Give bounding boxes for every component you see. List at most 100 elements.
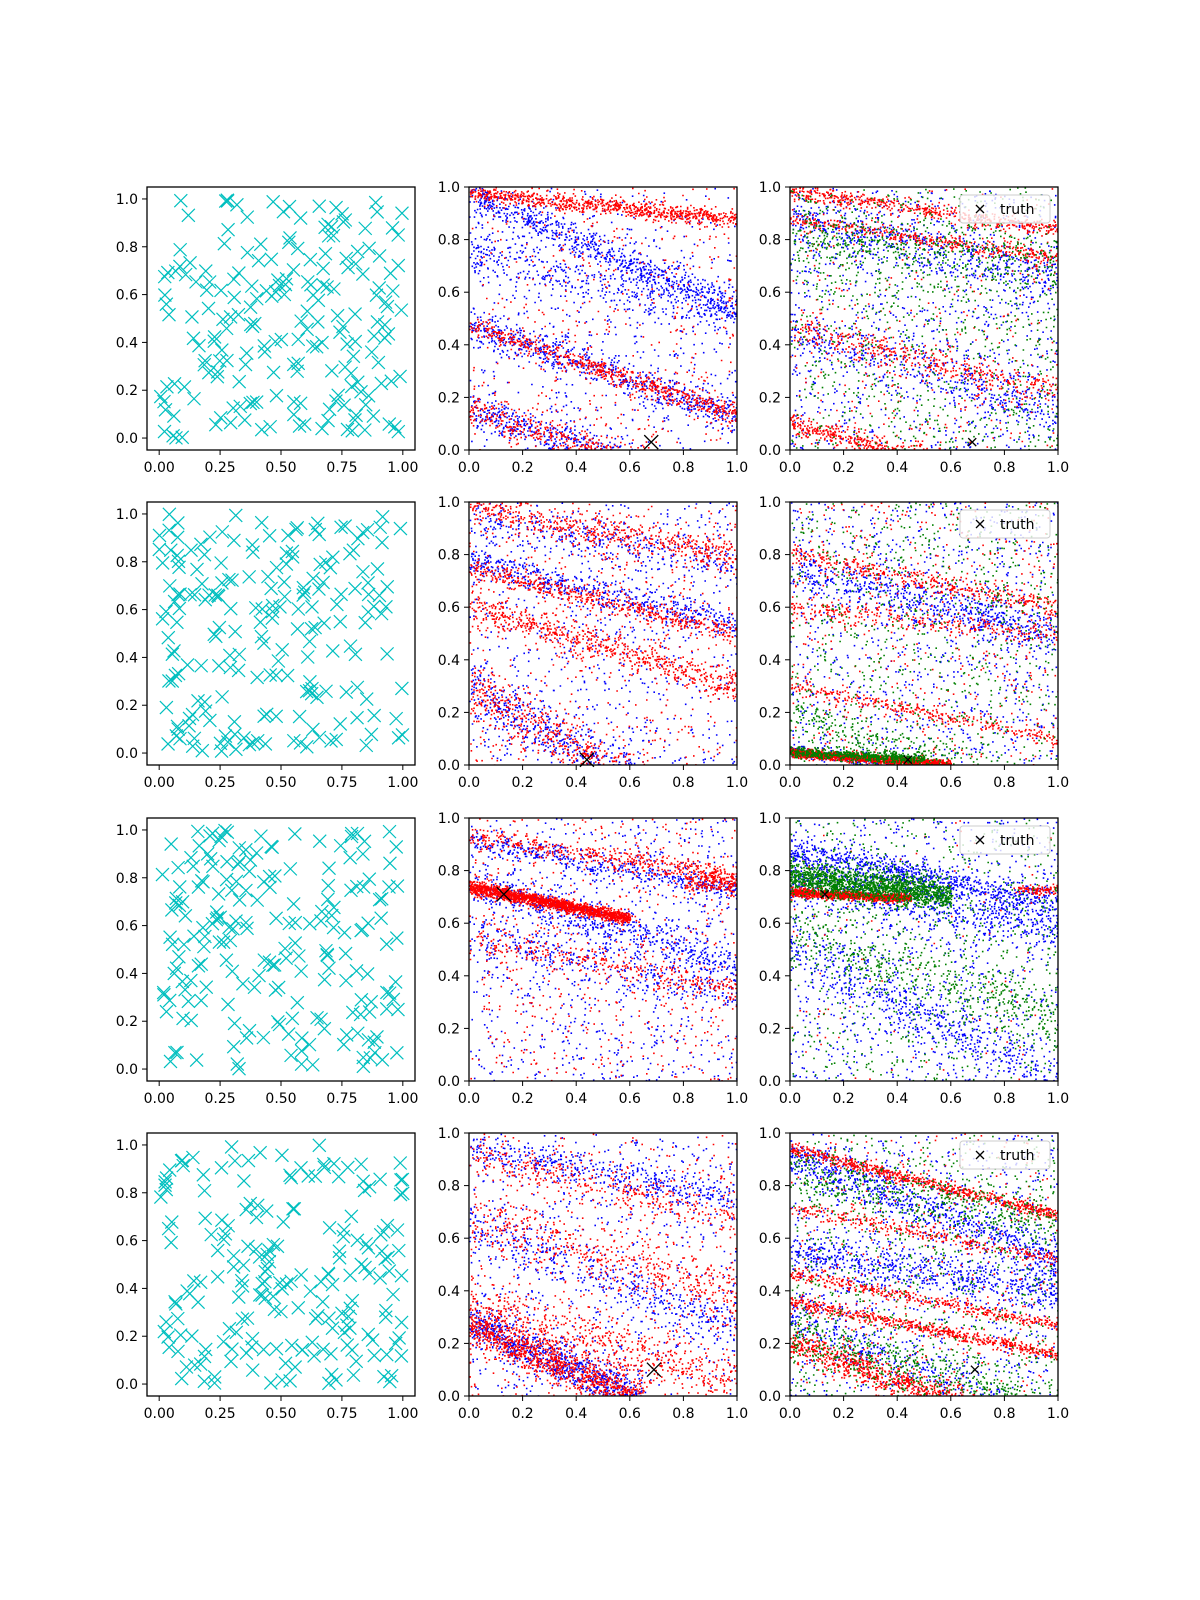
cyan-x-marker: [168, 1045, 182, 1060]
cyan-x-marker: [279, 546, 294, 561]
cyan-x-marker: [204, 1227, 219, 1242]
cyan-x-marker: [193, 537, 208, 552]
cyan-x-marker: [237, 1173, 251, 1188]
cyan-x-marker: [291, 949, 306, 963]
subplot-r1-c1: 0.0 0.2 0.4 0.6 0.8 1.0 0.0 0.2 0.4 0.6 0.8 1.0: [438, 495, 748, 791]
cyan-x-marker: [218, 194, 233, 209]
cyan-x-marker: [222, 920, 237, 935]
cyan-x-marker: [338, 360, 353, 375]
x-tick-label: 0.8: [993, 1091, 1015, 1107]
cyan-x-marker: [223, 415, 238, 430]
cyan-x-marker: [168, 1297, 183, 1311]
plot-area: [790, 187, 1058, 450]
cyan-x-marker: [177, 937, 191, 952]
cyan-x-marker: [152, 528, 167, 543]
cyan-x-marker: [300, 274, 315, 289]
cyan-x-marker: [380, 299, 395, 314]
cyan-x-marker: [349, 963, 364, 978]
cyan-x-marker: [361, 575, 375, 590]
cyan-x-marker: [246, 395, 260, 410]
cyan-x-marker: [244, 279, 259, 294]
cyan-x-marker: [252, 968, 266, 983]
cyan-x-marker: [348, 647, 363, 662]
cyan-x-marker: [321, 228, 336, 243]
cyan-x-marker: [345, 1293, 360, 1308]
cyan-x-marker: [181, 994, 196, 1009]
cyan-x-marker: [325, 1277, 340, 1292]
cyan-x-marker: [322, 961, 336, 976]
cyan-x-marker: [348, 307, 362, 321]
cyan-x-marker: [163, 543, 178, 558]
cyan-x-marker: [238, 357, 253, 372]
cyan-x-marker: [333, 838, 348, 853]
cyan-x-marker: [197, 547, 212, 562]
cyan-x-marker: [286, 263, 301, 277]
cyan-x-marker: [288, 936, 303, 951]
cyan-x-marker: [193, 1357, 208, 1372]
cyan-x-marker: [187, 587, 202, 602]
cyan-x-marker: [297, 585, 312, 600]
cyan-x-marker: [345, 1005, 360, 1020]
cyan-x-marker: [256, 1030, 271, 1045]
x-tick-label: 0.00: [144, 1406, 175, 1422]
y-tick-label: 0.4: [116, 650, 138, 666]
cyan-x-marker: [337, 1223, 351, 1237]
cyan-x-marker: [250, 1198, 265, 1213]
cyan-x-marker: [176, 1011, 190, 1026]
x-tick-label: 0.50: [265, 460, 296, 476]
cyan-x-marker: [290, 241, 305, 256]
cyan-x-marker: [231, 266, 246, 280]
cyan-x-marker: [186, 859, 201, 874]
cyan-x-marker: [355, 267, 370, 281]
y-tick-label: 0.8: [116, 555, 138, 571]
subplot-r0-c2: 0.0 0.2 0.4 0.6 0.8 1.0 0.0 0.2 0.4 0.6 0.8 1.0 trut…: [759, 180, 1069, 476]
cyan-x-marker: [269, 668, 284, 683]
y-tick-label: 0.2: [116, 698, 138, 714]
cyan-x-marker: [226, 1248, 241, 1263]
legend: truth: [959, 1140, 1051, 1170]
cyan-x-marker: [253, 1145, 268, 1160]
cyan-x-marker: [346, 1368, 361, 1383]
cyan-x-marker: [223, 660, 238, 675]
series-1: [469, 1133, 737, 1396]
x-tick-label: 0.2: [511, 1406, 533, 1422]
cyan-x-marker: [170, 1311, 185, 1326]
x-tick-label: 0.0: [458, 460, 480, 476]
cyan-x-marker: [240, 1311, 255, 1326]
cyan-x-marker: [382, 417, 397, 431]
cyan-x-marker: [257, 953, 272, 968]
series-0: [469, 187, 737, 450]
legend-label: truth: [1000, 517, 1034, 533]
cyan-x-marker: [189, 1053, 204, 1068]
cyan-x-marker: [173, 587, 187, 601]
cyan-x-marker: [382, 1264, 397, 1279]
cyan-x-marker: [390, 879, 405, 893]
y-tick-label: 0.0: [759, 758, 781, 774]
cyan-x-marker: [158, 402, 173, 417]
y-tick-label: 0.6: [759, 285, 781, 301]
cyan-x-marker: [296, 588, 311, 602]
cyan-x-marker: [355, 525, 370, 540]
cyan-x-marker: [303, 252, 318, 267]
cyan-x-marker: [325, 550, 340, 565]
cyan-x-marker: [190, 824, 205, 839]
cyan-x-marker: [191, 693, 205, 708]
cyan-x-marker: [161, 1221, 176, 1236]
y-tick-label: 0.0: [759, 443, 781, 459]
subplot-r3-c0: 0.00 0.25 0.50 0.75 1.00 0.0 0.2 0.4 0.6 0.8 1.0: [116, 1132, 418, 1422]
cyan-x-marker: [320, 280, 335, 294]
cyan-x-marker: [229, 874, 244, 889]
legend-label: truth: [1000, 1148, 1034, 1164]
cyan-x-marker: [210, 369, 225, 384]
cyan-x-marker: [202, 530, 217, 545]
cyan-x-marker: [343, 639, 358, 654]
x-tick-label: 0.6: [940, 1091, 962, 1107]
cyan-x-marker: [223, 601, 238, 616]
y-tick-label: 0.0: [759, 1074, 781, 1090]
cyan-x-marker: [316, 1342, 331, 1357]
cyan-x-marker: [268, 334, 283, 349]
cyan-x-marker: [240, 245, 255, 260]
cyan-x-marker: [312, 1138, 327, 1153]
cyan-x-marker: [283, 861, 298, 876]
series-2: [790, 818, 1058, 1081]
